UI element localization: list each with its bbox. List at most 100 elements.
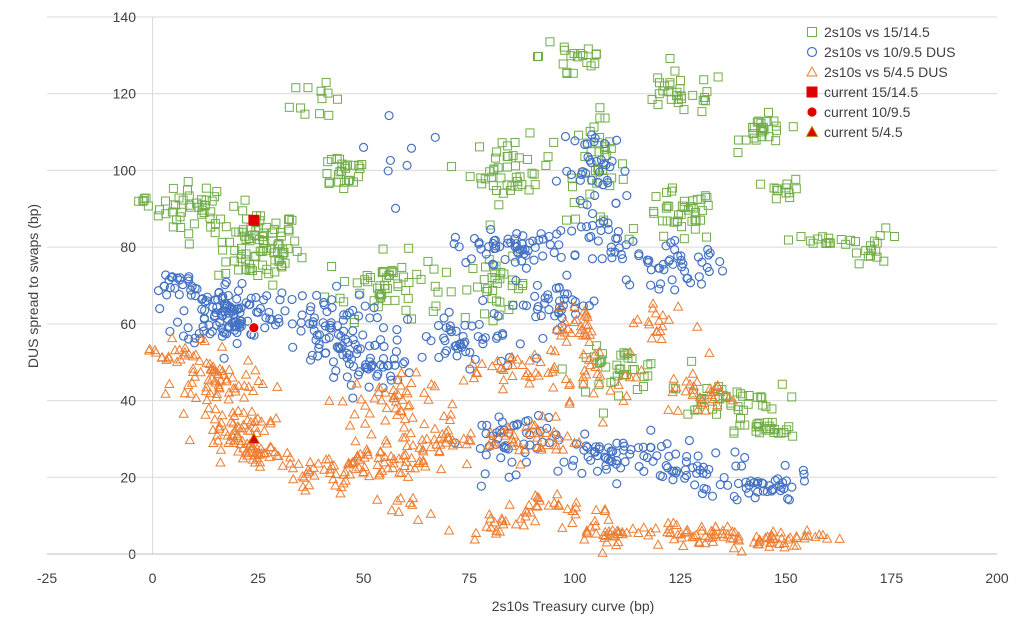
circle-point (692, 468, 702, 478)
circle-point (346, 380, 356, 390)
square-point (664, 202, 674, 212)
square-point (700, 96, 710, 106)
circle-point (391, 346, 401, 357)
circle-point (179, 306, 189, 316)
legend-entry: current 10/9.5 (806, 104, 911, 120)
square-point (675, 84, 685, 94)
circle-point (309, 313, 320, 323)
triangle-point (366, 428, 377, 439)
triangle-point (557, 444, 569, 454)
triangle-point (340, 475, 351, 485)
square-point (404, 243, 414, 253)
triangle-point (672, 405, 684, 415)
square-point (197, 205, 207, 215)
triangle-point (259, 425, 270, 435)
triangle-point (531, 432, 543, 442)
circle-point (659, 265, 669, 275)
circle-point (587, 175, 597, 185)
square-point (496, 268, 506, 278)
square-point (523, 154, 533, 164)
triangle-point (407, 492, 419, 503)
square-point (651, 192, 661, 202)
circle-point (543, 290, 553, 300)
circle-point (567, 295, 578, 305)
circle-point (594, 442, 604, 452)
triangle-point (242, 355, 254, 365)
circle-point (421, 331, 431, 342)
triangle-point (297, 481, 309, 491)
circle-point (732, 495, 742, 505)
square-point (184, 229, 194, 239)
circle-point (353, 311, 364, 321)
circle-point (334, 343, 344, 354)
square-point (387, 267, 397, 277)
circle-point (198, 321, 208, 332)
circle-point (338, 315, 348, 325)
triangle-point (529, 420, 540, 430)
triangle-point (244, 425, 256, 435)
triangle-point (186, 377, 198, 387)
triangle-point (696, 521, 707, 531)
circle-point (613, 226, 624, 237)
legend-label: 2s10s vs 15/14.5 (824, 24, 930, 40)
square-point (557, 364, 567, 374)
triangle-point (644, 318, 655, 329)
triangle-point (522, 367, 533, 378)
circle-point (518, 300, 528, 310)
triangle-point (535, 442, 547, 452)
circle-point (452, 351, 462, 361)
triangle-point (398, 450, 409, 460)
square-point (488, 181, 498, 191)
square-point (344, 175, 354, 185)
triangle-point (232, 405, 244, 415)
x-tick-label: 200 (985, 570, 1009, 586)
circle-point (319, 297, 329, 308)
circle-point (246, 293, 256, 303)
triangle-point (590, 528, 602, 538)
circle-point (584, 232, 594, 243)
circle-point (339, 310, 349, 320)
circle-point (681, 470, 692, 481)
square-point (183, 177, 193, 187)
square-point (230, 256, 240, 266)
triangle-point (179, 350, 190, 360)
circle-point (646, 280, 656, 290)
square-point (429, 264, 439, 274)
square-point (479, 275, 489, 285)
triangle-point (350, 435, 361, 446)
triangle-point (392, 495, 403, 505)
triangle-point (179, 342, 191, 352)
square-point (176, 207, 186, 217)
triangle-point (238, 407, 249, 417)
square-point (279, 248, 289, 258)
triangle-point (583, 354, 595, 364)
triangle-point (489, 436, 500, 447)
square-point (657, 216, 667, 226)
triangle-point (498, 364, 509, 374)
square-point (362, 270, 372, 280)
circle-point (504, 472, 514, 482)
circle-point (723, 480, 733, 490)
triangle-point (577, 377, 589, 388)
circle-point (287, 319, 297, 329)
square-point (241, 235, 251, 245)
circle-point (489, 243, 499, 254)
square-point (796, 232, 806, 242)
triangle-point (605, 385, 616, 395)
triangle-point (791, 530, 802, 541)
circle-point (172, 317, 183, 327)
circle-point (603, 218, 613, 228)
square-point (676, 76, 686, 86)
square-point (560, 45, 570, 55)
square-point (292, 246, 302, 256)
triangle-point (520, 370, 531, 380)
triangle-point (589, 515, 601, 525)
square-point (771, 194, 781, 204)
triangle-point (239, 380, 250, 390)
triangle-point (667, 386, 678, 397)
square-point (818, 232, 828, 242)
square-point (627, 353, 637, 363)
triangle-point (247, 454, 259, 464)
square-point (571, 214, 581, 224)
